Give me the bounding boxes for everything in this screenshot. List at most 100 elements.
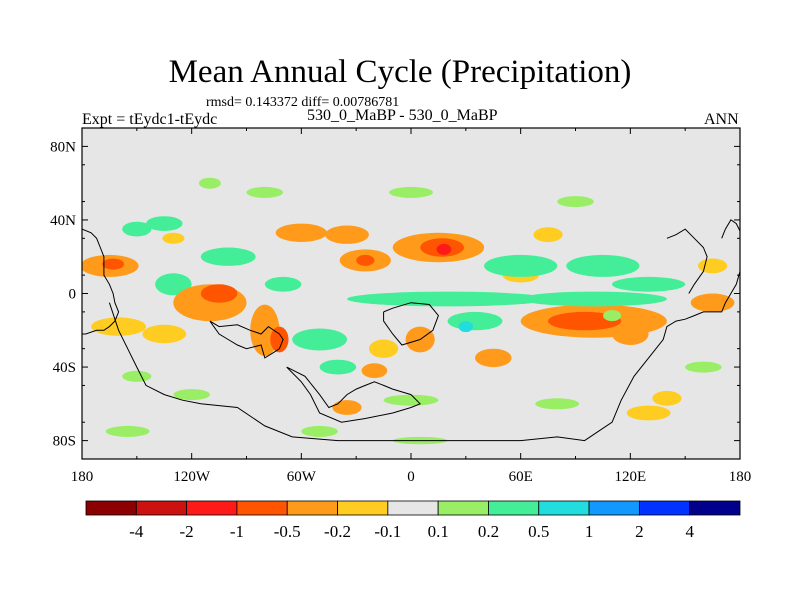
anomaly-blob	[347, 291, 549, 307]
anomaly-blob	[332, 400, 362, 415]
anomaly-blob	[520, 291, 667, 307]
anomaly-blob	[361, 363, 388, 379]
anomaly-blob	[198, 177, 221, 189]
anomaly-blob	[122, 221, 152, 237]
colorbar-label: 4	[685, 522, 694, 541]
x-tick-label: 0	[407, 469, 415, 485]
colorbar-label: 0.1	[428, 522, 449, 541]
anomaly-blob	[535, 398, 580, 410]
anomaly-blob	[270, 326, 289, 353]
anomaly-blob	[685, 361, 722, 373]
anomaly-layer	[82, 177, 735, 445]
anomaly-blob	[557, 196, 594, 208]
anomaly-blob	[612, 323, 649, 345]
coastline	[108, 271, 740, 442]
y-tick-label: 40S	[53, 360, 76, 376]
anomaly-blob	[200, 284, 238, 303]
anomaly-blob	[142, 324, 187, 344]
anomaly-blob	[612, 276, 686, 292]
season-label: ANN	[704, 111, 739, 128]
x-tick-label: 180	[71, 469, 94, 485]
chart-title: Mean Annual Cycle (Precipitation)	[168, 54, 632, 90]
y-tick-label: 80N	[50, 139, 76, 155]
colorbar-swatch	[538, 500, 590, 516]
colorbar-swatch	[488, 500, 540, 516]
anomaly-blob	[389, 186, 433, 198]
anomaly-blob	[383, 394, 439, 406]
colorbar-swatch	[387, 500, 439, 516]
anomaly-blob	[698, 258, 728, 274]
anomaly-blob	[173, 389, 210, 401]
anomaly-blob	[105, 425, 150, 437]
coastline-layer	[82, 219, 740, 442]
coastline	[666, 228, 708, 294]
anomaly-blob	[91, 317, 146, 336]
coastline	[82, 228, 120, 335]
colorbar-label: 0.2	[478, 522, 499, 541]
colorbar-swatch	[85, 500, 137, 516]
x-tick-label: 120W	[173, 469, 211, 485]
colorbar-label: -0.5	[274, 522, 301, 541]
axis-layer: 80N 40N 0 40S 80S 180 120W 60W 0 60E 120E 180	[50, 127, 752, 485]
y-tick-label: 80S	[53, 434, 76, 450]
colorbar-label: 0.5	[528, 522, 549, 541]
anomaly-blob	[458, 321, 474, 333]
colorbar-label: -0.1	[374, 522, 401, 541]
colorbar-swatch	[588, 500, 640, 516]
colorbar-swatch	[186, 500, 238, 516]
anomaly-blob	[690, 293, 735, 312]
coastline	[383, 302, 439, 346]
colorbar-swatch	[286, 500, 338, 516]
anomaly-blob	[447, 311, 503, 331]
coastline	[721, 219, 740, 239]
colorbar-label: 2	[635, 522, 644, 541]
anomaly-blob	[275, 223, 327, 242]
anomaly-blob	[246, 186, 284, 198]
colorbar-swatch	[337, 500, 389, 516]
anomaly-blob	[264, 276, 302, 292]
colorbar-label: -4	[129, 522, 144, 541]
anomaly-blob	[200, 247, 256, 266]
rmsd-diff-label: rmsd= 0.143372 diff= 0.00786781	[206, 95, 400, 110]
x-tick-label: 60E	[509, 469, 533, 485]
anomaly-blob	[652, 390, 682, 406]
experiment-label: Expt = tEydc1-tEydc	[82, 111, 218, 128]
anomaly-blob	[548, 311, 622, 331]
colorbar-label: -0.2	[324, 522, 351, 541]
anomaly-blob	[603, 310, 622, 322]
x-tick-label: 60W	[287, 469, 317, 485]
colorbar-swatch	[689, 500, 741, 516]
colorbar: -4 -2 -1 -0.5 -0.2 -0.1 0.1 0.2 0.5 1 2 4	[85, 500, 741, 541]
anomaly-blob	[122, 370, 152, 382]
coastline	[286, 366, 421, 423]
anomaly-blob	[319, 359, 357, 375]
colorbar-swatch	[236, 500, 288, 516]
anomaly-blob	[301, 425, 338, 437]
anomaly-blob	[436, 243, 452, 255]
x-tick-label: 120E	[614, 469, 646, 485]
anomaly-blob	[475, 348, 512, 368]
y-tick-label: 40N	[50, 213, 76, 229]
x-tick-label: 180	[729, 469, 752, 485]
anomaly-blob	[369, 339, 399, 358]
anomaly-blob	[626, 405, 671, 421]
anomaly-blob	[292, 328, 347, 351]
anomaly-blob	[146, 216, 183, 232]
anomaly-blob	[533, 227, 563, 243]
y-tick-label: 0	[69, 287, 77, 303]
colorbar-swatch	[437, 500, 489, 516]
anomaly-blob	[102, 258, 125, 270]
anomaly-blob	[356, 254, 375, 266]
colorbar-label: -1	[230, 522, 244, 541]
anomaly-blob	[325, 225, 369, 244]
anomaly-blob	[484, 254, 558, 277]
colorbar-swatch	[135, 500, 188, 516]
colorbar-label: 1	[585, 522, 594, 541]
anomaly-blob	[162, 232, 185, 244]
colorbar-label: -2	[180, 522, 194, 541]
anomaly-blob	[566, 254, 640, 277]
coastline	[209, 320, 284, 359]
anomaly-blob	[155, 273, 192, 296]
colorbar-swatch	[638, 500, 691, 516]
